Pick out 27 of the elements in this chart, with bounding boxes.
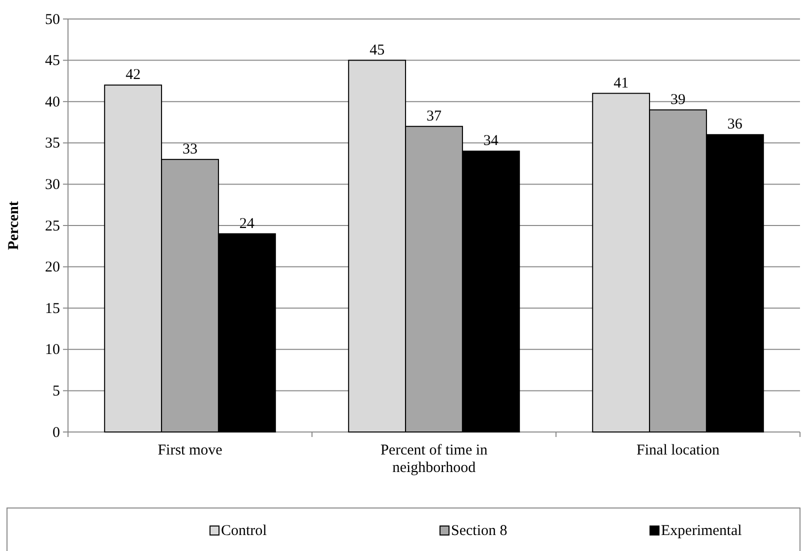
data-label: 36	[727, 116, 743, 133]
data-label: 34	[483, 133, 499, 150]
y-tick-label: 25	[45, 218, 60, 234]
legend-label: Section 8	[451, 523, 508, 539]
y-tick-label: 40	[45, 94, 60, 110]
y-tick-label: 15	[45, 300, 60, 317]
x-tick-label: First move	[158, 442, 223, 459]
data-label: 33	[182, 141, 198, 158]
y-tick-label: 0	[52, 424, 60, 441]
legend-label: Control	[221, 523, 267, 539]
x-tick-label: Final location	[636, 442, 720, 459]
y-tick-label: 30	[45, 177, 60, 193]
y-tick-label: 20	[45, 260, 60, 276]
y-tick-label: 35	[45, 136, 60, 152]
y-tick-label: 5	[52, 384, 60, 400]
y-tick-label: 50	[45, 12, 60, 28]
y-axis-title: Percent	[6, 201, 22, 250]
data-label: 45	[370, 42, 385, 58]
y-tick-label: 10	[45, 342, 60, 358]
data-label: 42	[126, 67, 141, 84]
data-label: 24	[239, 216, 255, 232]
data-label: 39	[670, 92, 686, 108]
data-label: 41	[614, 75, 629, 92]
y-tick-label: 45	[45, 53, 60, 70]
data-label: 37	[426, 108, 442, 124]
legend-label: Experimental	[661, 523, 742, 539]
x-tick-label: Percent of time in neighborhood	[380, 442, 488, 476]
